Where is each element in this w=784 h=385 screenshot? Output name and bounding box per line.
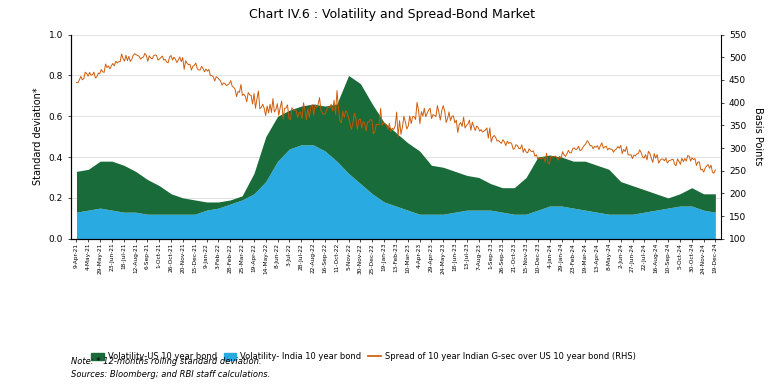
Y-axis label: Standard deviation*: Standard deviation* — [33, 88, 43, 186]
Legend: Volatility-US 10 year bond, Volatility- India 10 year bond, Spread of 10 year In: Volatility-US 10 year bond, Volatility- … — [88, 349, 639, 365]
Y-axis label: Basis Points: Basis Points — [753, 107, 763, 166]
Text: Chart IV.6 : Volatility and Spread-Bond Market: Chart IV.6 : Volatility and Spread-Bond … — [249, 8, 535, 21]
Text: Sources: Bloomberg; and RBI staff calculations.: Sources: Bloomberg; and RBI staff calcul… — [71, 370, 270, 379]
Text: Note: * 12-months rolling standard deviation.: Note: * 12-months rolling standard devia… — [71, 357, 261, 366]
